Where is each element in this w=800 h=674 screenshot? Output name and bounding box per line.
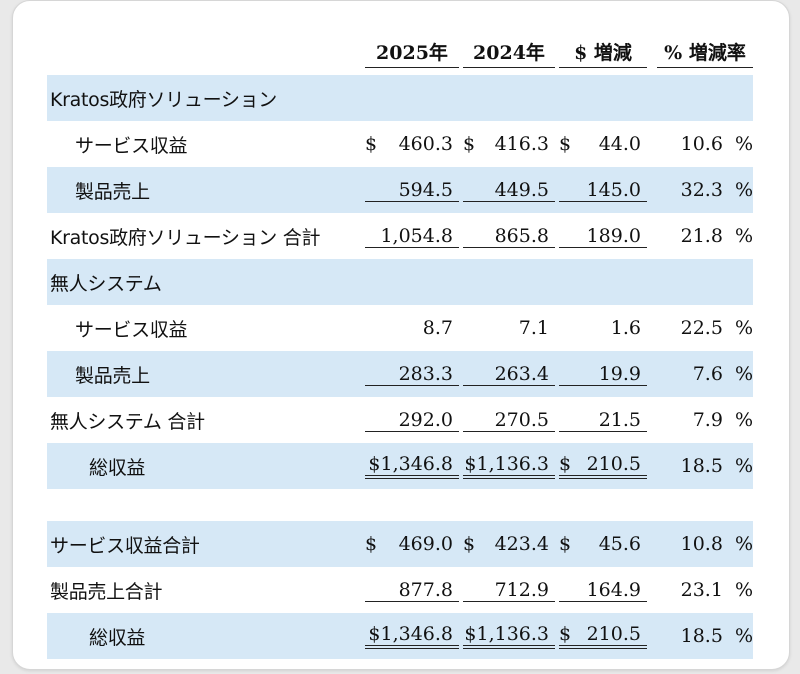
value-2025: $1,346.8 xyxy=(368,623,453,645)
document-card: 2025年 2024年 $ 増減 % 増減率 Kratos政府ソリューション サ… xyxy=(12,0,790,670)
value-pct: 21.8 xyxy=(680,225,723,247)
value-diff: 189.0 xyxy=(586,224,641,247)
row-label: サービス収益 xyxy=(75,134,188,157)
value-2025: 594.5 xyxy=(398,178,453,201)
header-row: 2025年 2024年 $ 増減 % 増減率 xyxy=(47,31,753,75)
value-2024: 865.8 xyxy=(494,224,549,247)
value-pct: 18.5 xyxy=(680,455,723,477)
percent-sign: % xyxy=(734,625,753,647)
percent-sign: % xyxy=(734,533,753,555)
currency-symbol: $ xyxy=(559,623,572,645)
total-row: 総収益 $1,346.8 $1,136.3 $210.5 18.5% xyxy=(47,443,753,489)
spacer-row xyxy=(47,489,753,521)
value-pct: 7.6 xyxy=(692,363,723,385)
row-label: サービス収益 xyxy=(75,318,188,341)
value-diff: 1.6 xyxy=(610,317,641,339)
table-row: 製品売上合計 877.8 712.9 164.9 23.1% xyxy=(47,567,753,613)
currency-symbol: $ xyxy=(365,133,378,155)
percent-sign: % xyxy=(734,579,753,601)
value-2024: $1,136.3 xyxy=(464,623,549,645)
row-label: Kratos政府ソリューション xyxy=(47,75,361,121)
subtotal-row: 無人システム 合計 292.0 270.5 21.5 7.9% xyxy=(47,397,753,443)
value-diff: 210.5 xyxy=(586,453,641,475)
row-label: Kratos政府ソリューション 合計 xyxy=(50,226,321,249)
row-label: 無人システム 合計 xyxy=(50,410,205,433)
header-change-abs: $ 増減 xyxy=(559,38,647,68)
currency-symbol: $ xyxy=(463,533,476,555)
value-2024: 449.5 xyxy=(494,178,549,201)
table-row: サービス収益 $460.3 $416.3 $44.0 10.6% xyxy=(47,121,753,167)
value-2025: 8.7 xyxy=(422,317,453,339)
section-heading-row: Kratos政府ソリューション xyxy=(47,75,753,121)
currency-symbol: $ xyxy=(559,133,572,155)
value-2025: $1,346.8 xyxy=(368,453,453,475)
percent-sign: % xyxy=(734,455,753,477)
row-label: 製品売上合計 xyxy=(50,580,163,603)
row-label: サービス収益合計 xyxy=(47,521,361,567)
percent-sign: % xyxy=(734,225,753,247)
value-2025: 469.0 xyxy=(398,533,453,555)
currency-symbol: $ xyxy=(559,533,572,555)
table-row: 製品売上 283.3 263.4 19.9 7.6% xyxy=(47,351,753,397)
value-diff: 44.0 xyxy=(598,133,641,155)
percent-sign: % xyxy=(734,363,753,385)
value-2025: 877.8 xyxy=(398,578,453,601)
row-label: 総収益 xyxy=(47,443,361,489)
row-label: 無人システム xyxy=(47,259,361,305)
section-heading-row: 無人システム xyxy=(47,259,753,305)
value-2024: 423.4 xyxy=(494,533,549,555)
value-2024: $1,136.3 xyxy=(464,453,549,475)
value-pct: 10.8 xyxy=(680,533,723,555)
value-2024: 416.3 xyxy=(494,133,549,155)
total-row: 総収益 $1,346.8 $1,136.3 $210.5 18.5% xyxy=(47,613,753,659)
value-pct: 7.9 xyxy=(692,409,723,431)
value-2024: 7.1 xyxy=(518,317,549,339)
value-2025: 283.3 xyxy=(398,362,453,385)
value-2024: 263.4 xyxy=(494,362,549,385)
table-row: サービス収益合計 $469.0 $423.4 $45.6 10.8% xyxy=(47,521,753,567)
percent-sign: % xyxy=(734,133,753,155)
value-diff: 210.5 xyxy=(586,623,641,645)
value-2025: 292.0 xyxy=(398,408,453,431)
value-pct: 23.1 xyxy=(680,579,723,601)
percent-sign: % xyxy=(734,409,753,431)
value-pct: 32.3 xyxy=(680,179,723,201)
value-pct: 22.5 xyxy=(680,317,723,339)
value-pct: 10.6 xyxy=(680,133,723,155)
currency-symbol: $ xyxy=(365,533,378,555)
currency-symbol: $ xyxy=(559,453,572,475)
value-diff: 45.6 xyxy=(598,533,641,555)
value-2025: 1,054.8 xyxy=(380,224,453,247)
row-label: 総収益 xyxy=(47,613,361,659)
subtotal-row: Kratos政府ソリューション 合計 1,054.8 865.8 189.0 2… xyxy=(47,213,753,259)
header-change-pct: % 増減率 xyxy=(657,38,753,68)
header-2025: 2025年 xyxy=(365,38,459,68)
value-2024: 712.9 xyxy=(494,578,549,601)
header-blank xyxy=(47,31,361,75)
value-diff: 164.9 xyxy=(586,578,641,601)
row-label: 製品売上 xyxy=(47,167,361,213)
percent-sign: % xyxy=(734,317,753,339)
value-diff: 19.9 xyxy=(598,362,641,385)
table-row: サービス収益 8.7 7.1 1.6 22.5% xyxy=(47,305,753,351)
value-diff: 21.5 xyxy=(598,408,641,431)
value-pct: 18.5 xyxy=(680,625,723,647)
row-label: 製品売上 xyxy=(47,351,361,397)
currency-symbol: $ xyxy=(463,133,476,155)
value-diff: 145.0 xyxy=(586,178,641,201)
percent-sign: % xyxy=(734,179,753,201)
header-2024: 2024年 xyxy=(463,38,555,68)
revenue-table: 2025年 2024年 $ 増減 % 増減率 Kratos政府ソリューション サ… xyxy=(47,31,753,659)
table-row: 製品売上 594.5 449.5 145.0 32.3% xyxy=(47,167,753,213)
value-2024: 270.5 xyxy=(494,408,549,431)
value-2025: 460.3 xyxy=(398,133,453,155)
